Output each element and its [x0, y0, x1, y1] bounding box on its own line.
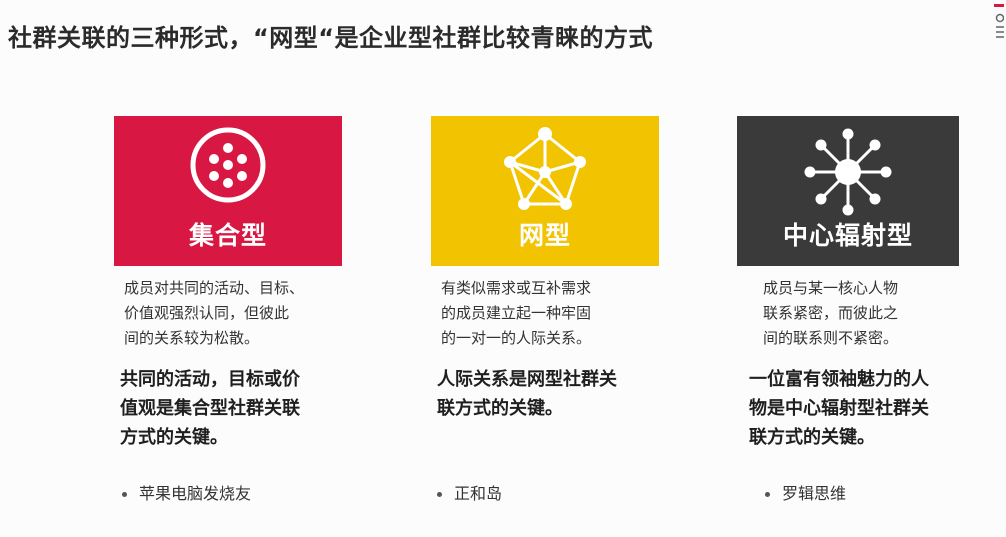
desc-line: 的一对一的人际关系。 — [441, 329, 592, 347]
type-label: 集合型 — [188, 221, 267, 250]
type-column-hub-spoke: 中心辐射型 成员与某一核心人物 联系紧密，而彼此之 间的联系则不紧密。 一位富有… — [737, 116, 959, 503]
desc-line: 间的关系较为松散。 — [124, 329, 260, 347]
type-banner-hub-spoke: 中心辐射型 — [737, 116, 959, 266]
type-example: 苹果电脑发烧友 — [122, 480, 251, 504]
key-line: 一位富有领袖魅力的人 — [749, 369, 929, 390]
key-line: 联方式的关键。 — [749, 427, 875, 448]
desc-line: 成员与某一核心人物 — [763, 279, 899, 297]
desc-line: 成员对共同的活动、目标、 — [124, 279, 305, 297]
type-column-cluster: 集合型 成员对共同的活动、目标、 价值观强烈认同，但彼此 间的关系较为松散。 共… — [114, 116, 342, 503]
desc-line: 有类似需求或互补需求 — [441, 279, 592, 297]
type-column-network: 网型 有类似需求或互补需求 的成员建立起一种牢固 的一对一的人际关系。 人际关系… — [431, 116, 659, 503]
network-mesh-icon — [504, 127, 586, 210]
key-line: 共同的活动，目标或价 — [120, 369, 300, 390]
hub-spoke-icon — [804, 128, 892, 216]
type-description: 有类似需求或互补需求 的成员建立起一种牢固 的一对一的人际关系。 — [441, 276, 656, 351]
brand-logo-icon — [994, 4, 1004, 38]
key-line: 值观是集合型社群关联 — [120, 398, 300, 419]
type-banner-network: 网型 — [431, 116, 659, 266]
type-example: 罗辑思维 — [765, 480, 846, 504]
desc-line: 的成员建立起一种牢固 — [441, 304, 592, 322]
bullet-icon — [437, 492, 442, 497]
key-line: 方式的关键。 — [120, 427, 228, 448]
cluster-dots-icon — [190, 127, 266, 203]
type-banner-cluster: 集合型 — [114, 116, 342, 266]
key-line: 联方式的关键。 — [437, 398, 563, 419]
bullet-icon — [765, 492, 770, 497]
type-key-point: 人际关系是网型社群关 联方式的关键。 — [437, 365, 657, 423]
desc-line: 间的联系则不紧密。 — [763, 329, 899, 347]
bullet-icon — [122, 492, 127, 497]
example-text: 罗辑思维 — [782, 484, 847, 503]
type-label: 中心辐射型 — [782, 221, 913, 250]
type-description: 成员对共同的活动、目标、 价值观强烈认同，但彼此 间的关系较为松散。 — [124, 276, 339, 351]
type-key-point: 一位富有领袖魅力的人 物是中心辐射型社群关 联方式的关键。 — [749, 365, 969, 452]
type-example: 正和岛 — [437, 480, 502, 504]
type-key-point: 共同的活动，目标或价 值观是集合型社群关联 方式的关键。 — [120, 365, 340, 452]
type-label: 网型 — [518, 221, 571, 250]
type-description: 成员与某一核心人物 联系紧密，而彼此之 间的联系则不紧密。 — [763, 276, 978, 351]
key-line: 物是中心辐射型社群关 — [749, 398, 929, 419]
example-text: 正和岛 — [454, 484, 503, 503]
desc-line: 价值观强烈认同，但彼此 — [124, 304, 290, 322]
slide-title: 社群关联的三种形式，“网型“是企业型社群比较青睐的方式 — [8, 24, 654, 52]
desc-line: 联系紧密，而彼此之 — [763, 304, 899, 322]
key-line: 人际关系是网型社群关 — [437, 369, 617, 390]
example-text: 苹果电脑发烧友 — [139, 484, 252, 503]
